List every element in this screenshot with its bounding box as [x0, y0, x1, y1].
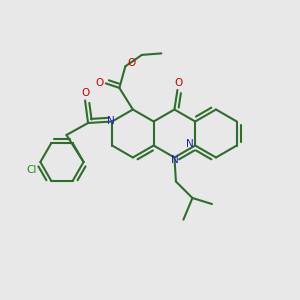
Text: N: N [171, 155, 179, 165]
Text: O: O [128, 58, 136, 68]
Text: O: O [95, 78, 103, 88]
Text: O: O [81, 88, 89, 98]
Text: O: O [175, 78, 183, 88]
Text: Cl: Cl [26, 165, 37, 176]
Text: N: N [107, 116, 115, 127]
Text: N: N [186, 139, 194, 149]
